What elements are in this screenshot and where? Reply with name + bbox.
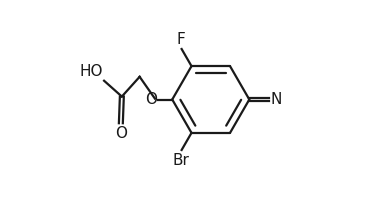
Text: O: O (146, 92, 157, 107)
Text: Br: Br (172, 153, 189, 168)
Text: O: O (115, 126, 127, 141)
Text: HO: HO (79, 64, 103, 79)
Text: N: N (270, 92, 281, 107)
Text: F: F (176, 32, 185, 47)
